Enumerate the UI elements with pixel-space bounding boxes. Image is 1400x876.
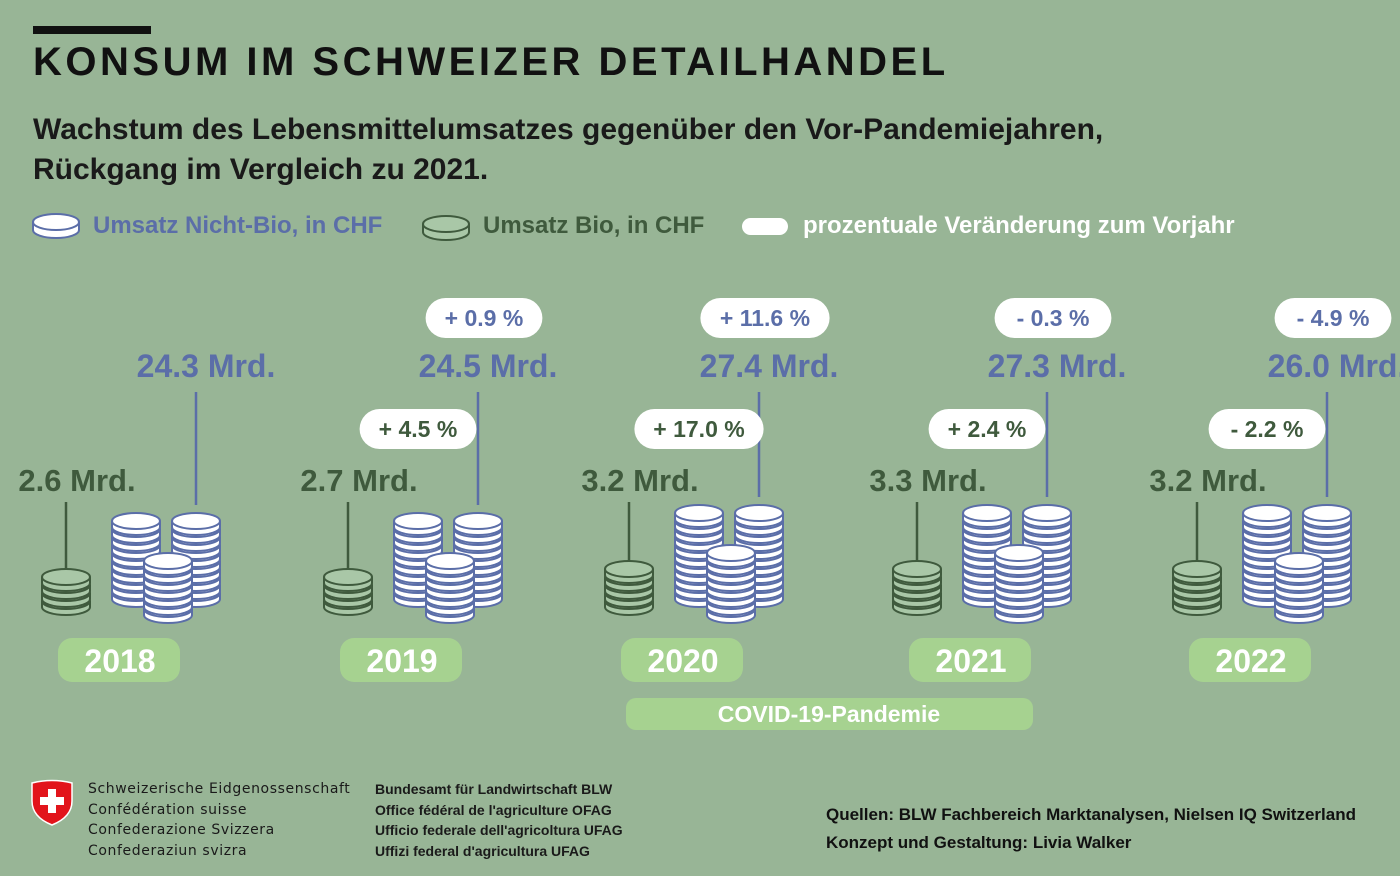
nonbio-value-label-2020: 27.4 Mrd. <box>700 348 839 384</box>
year-pill-2020: 2020 <box>621 638 743 682</box>
year-label-2021: 2021 <box>935 643 1006 679</box>
pill-icon <box>742 218 788 235</box>
svg-text:+ 11.6 %: + 11.6 % <box>720 305 810 331</box>
coin-nonbio-icon <box>32 213 80 239</box>
confed-rm: Confederaziun svizra <box>88 842 248 859</box>
office-rm: Uffizi federal d'agricultura UFAG <box>375 842 590 859</box>
bio-value-label-2021: 3.3 Mrd. <box>869 463 986 498</box>
year-group-2020: 3.2 Mrd. 27.4 Mrd. <box>581 348 838 561</box>
chart: 2.6 Mrd. 24.3 Mrd. 2018 2.7 Mrd. 24.5 Mrd. + … <box>18 298 1400 730</box>
covid-annotation-label: COVID-19-Pandemie <box>718 701 940 727</box>
nonbio-value-label-2021: 27.3 Mrd. <box>988 348 1127 384</box>
page-title: KONSUM IM SCHWEIZER DETAILHANDEL <box>33 40 949 84</box>
title-accent-bar <box>33 26 151 34</box>
year-pill-2019: 2019 <box>340 638 462 682</box>
nonbio-value-label-2019: 24.5 Mrd. <box>419 348 558 384</box>
office-fr: Office fédéral de l'agriculture OFAG <box>375 801 612 818</box>
svg-text:+ 2.4 %: + 2.4 % <box>948 416 1027 442</box>
legend-nonbio-label: Umsatz Nicht-Bio, in CHF <box>93 212 383 239</box>
nonbio-coin-stack-c-2022 <box>1274 552 1324 624</box>
office-it: Ufficio federale dell'agricoltura UFAG <box>375 822 623 838</box>
nonbio-coin-stack-c-2021 <box>994 544 1044 624</box>
bio-coin-stack-2019 <box>323 568 373 616</box>
bio-pct-pill-2020: + 17.0 % <box>634 409 764 449</box>
legend-bio-label: Umsatz Bio, in CHF <box>483 212 705 239</box>
covid-annotation: COVID-19-Pandemie <box>626 698 1033 730</box>
office-names: Bundesamt für Landwirtschaft BLW Office … <box>375 779 623 861</box>
nonbio-pct-pill-2021: - 0.3 % <box>994 298 1112 338</box>
svg-text:+ 0.9 %: + 0.9 % <box>445 305 524 331</box>
year-label-2019: 2019 <box>366 643 437 679</box>
nonbio-coin-stack-c-2020 <box>706 544 756 624</box>
bio-pct-pill-2021: + 2.4 % <box>928 409 1046 449</box>
page-subtitle: Wachstum des Lebensmittelumsatzes gegenü… <box>33 110 1233 190</box>
legend-pct-label: prozentuale Veränderung zum Vorjahr <box>803 212 1235 239</box>
sources-text: Quellen: BLW Fachbereich Marktanalysen, … <box>826 805 1356 824</box>
confed-names: Schweizerische Eidgenossenschaft Confédé… <box>88 779 350 861</box>
bio-coin-stack-2018 <box>41 568 91 616</box>
bio-pct-pill-2019: + 4.5 % <box>359 409 477 449</box>
year-label-2020: 2020 <box>647 643 718 679</box>
year-pill-2022: 2022 <box>1189 638 1311 682</box>
nonbio-pct-pill-2022: - 4.9 % <box>1274 298 1392 338</box>
svg-text:- 0.3 %: - 0.3 % <box>1017 305 1090 331</box>
nonbio-value-label-2022: 26.0 Mrd. <box>1268 348 1400 384</box>
bio-coin-stack-2021 <box>892 560 942 616</box>
svg-text:+ 17.0 %: + 17.0 % <box>653 416 744 442</box>
nonbio-coin-stack-c-2018 <box>143 552 193 624</box>
subtitle-line-2: Rückgang im Vergleich zu 2021. <box>33 153 489 186</box>
bio-value-label-2018: 2.6 Mrd. <box>18 463 135 498</box>
bio-value-label-2020: 3.2 Mrd. <box>581 463 698 498</box>
bio-value-label-2019: 2.7 Mrd. <box>300 463 417 498</box>
year-label-2022: 2022 <box>1215 643 1286 679</box>
confed-it: Confederazione Svizzera <box>88 822 275 838</box>
year-group-2019: 2.7 Mrd. 24.5 Mrd. <box>300 348 557 569</box>
confed-de: Schweizerische Eidgenossenschaft <box>88 781 351 797</box>
year-group-2021: 3.3 Mrd. 27.3 Mrd. <box>869 348 1126 561</box>
confed-fr: Confédération suisse <box>88 801 248 818</box>
svg-text:+ 4.5 %: + 4.5 % <box>379 416 458 442</box>
legend-bio: Umsatz Bio, in CHF <box>420 206 710 246</box>
office-de: Bundesamt für Landwirtschaft BLW <box>375 781 613 797</box>
svg-text:- 4.9 %: - 4.9 % <box>1297 305 1370 331</box>
subtitle-line-1: Wachstum des Lebensmittelumsatzes gegenü… <box>33 113 1104 146</box>
year-pill-2021: 2021 <box>909 638 1031 682</box>
credits-text: Konzept und Gestaltung: Livia Walker <box>826 833 1132 852</box>
swiss-shield-icon <box>31 779 73 826</box>
nonbio-pct-pill-2020: + 11.6 % <box>700 298 830 338</box>
nonbio-coin-stack-c-2019 <box>425 552 475 624</box>
nonbio-value-label-2018: 24.3 Mrd. <box>137 348 276 384</box>
year-group-2022: 3.2 Mrd. 26.0 Mrd. <box>1149 348 1400 561</box>
bio-value-label-2022: 3.2 Mrd. <box>1149 463 1266 498</box>
legend-pct: prozentuale Veränderung zum Vorjahr <box>740 206 1240 246</box>
year-group-2018: 2.6 Mrd. 24.3 Mrd. <box>18 348 275 569</box>
bio-coin-stack-2020 <box>604 560 654 616</box>
sources-block: Quellen: BLW Fachbereich Marktanalysen, … <box>826 801 1356 857</box>
year-pill-2018: 2018 <box>58 638 180 682</box>
svg-text:- 2.2 %: - 2.2 % <box>1231 416 1304 442</box>
nonbio-pct-pill-2019: + 0.9 % <box>425 298 543 338</box>
nonbio-coin-stack-a-2022 <box>1242 504 1292 608</box>
legend-nonbio: Umsatz Nicht-Bio, in CHF <box>30 206 400 246</box>
bio-coin-stack-2022 <box>1172 560 1222 616</box>
coin-bio-icon <box>422 215 470 241</box>
year-label-2018: 2018 <box>84 643 155 679</box>
bio-pct-pill-2022: - 2.2 % <box>1208 409 1326 449</box>
